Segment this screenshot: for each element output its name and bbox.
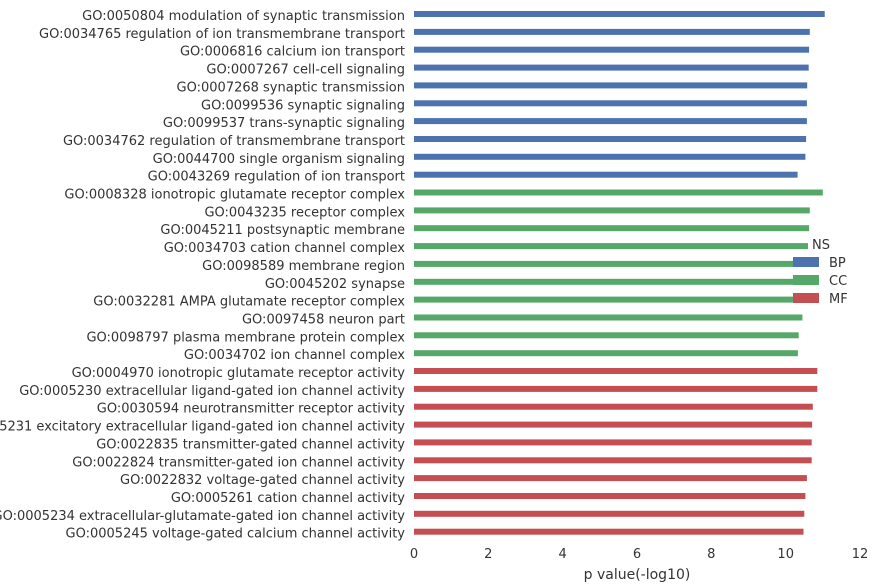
category-label: GO:0098797 plasma membrane protein compl… [86,330,405,345]
category-label: GO:0004970 ionotropic glutamate receptor… [72,366,406,381]
category-label: GO:0005261 cation channel activity [171,491,405,506]
bar [414,100,807,107]
bar [414,493,806,499]
category-label: GO:0030594 neurotransmitter receptor act… [97,402,406,417]
bar [414,350,798,357]
bar [414,528,804,535]
category-label: GO:0097458 neuron part [242,313,405,328]
category-label: GO:0005231 excitatory extracellular liga… [0,420,405,435]
bar [414,278,805,285]
category-label: GO:0007267 cell-cell signaling [206,63,405,78]
x-axis-label: p value(-log10) [584,567,691,583]
legend-label: CC [829,274,847,289]
bar [414,11,825,17]
bar [414,64,809,71]
category-label: GO:0022835 transmitter-gated channel act… [96,437,405,452]
category-label: GO:0034702 ion channel complex [184,348,405,363]
bar [414,118,807,125]
bar [414,225,810,232]
category-labels: GO:0050804 modulation of synaptic transm… [0,9,405,542]
bar [414,46,810,53]
bar [414,82,808,89]
bar [414,243,808,250]
category-label: GO:0050804 modulation of synaptic transm… [82,9,405,24]
bar [414,403,813,410]
bar [414,368,818,374]
legend-swatch [793,275,819,285]
bar [414,439,812,446]
category-label: GO:0006816 calcium ion transport [180,45,405,60]
category-label: GO:0005245 voltage-gated calcium channel… [66,527,406,542]
category-label: GO:0034703 cation channel complex [164,241,406,256]
category-label: GO:0045211 postsynaptic membrane [160,223,405,238]
bar [414,332,799,339]
x-tick-label: 10 [777,547,794,562]
category-label: GO:0099536 synaptic signaling [201,98,405,113]
bar [414,314,803,321]
bar [414,296,804,303]
bars-layer [414,11,825,535]
category-label: GO:0044700 single organism signaling [153,152,405,167]
category-label: GO:0045202 synapse [265,277,405,292]
legend: NS BP CC MF [793,238,848,307]
bar [414,28,810,35]
legend-label: BP [829,256,846,271]
legend-title: NS [812,238,830,253]
category-label: GO:0043235 receptor complex [204,205,405,220]
bar [414,475,807,482]
category-label: GO:0005234 extracellular-glutamate-gated… [0,509,405,524]
category-label: GO:0098589 membrane region [202,259,405,274]
x-tick-label: 2 [484,547,492,562]
category-label: GO:0022832 voltage-gated channel activit… [120,473,405,488]
bar [414,260,808,267]
bar [414,136,807,142]
bar [414,153,806,160]
category-label: GO:0032281 AMPA glutamate receptor compl… [93,295,405,310]
category-label: GO:0008328 ionotropic glutamate receptor… [64,188,405,203]
category-label: GO:0034762 regulation of transmembrane t… [63,134,405,149]
x-tick-label: 0 [410,547,418,562]
legend-swatch [793,293,819,303]
legend-label: MF [829,292,848,307]
category-label: GO:0099537 trans-synaptic signaling [163,116,405,131]
bar [414,207,810,214]
category-label: GO:0005230 extracellular ligand-gated io… [19,384,405,399]
bar [414,457,812,464]
bar [414,510,805,517]
category-label: GO:0034765 regulation of ion transmembra… [39,27,405,42]
x-tick-label: 4 [559,547,567,562]
bar [414,171,798,178]
x-axis-ticks: 0 2 4 6 8 10 12 [410,547,868,562]
category-label: GO:0043269 regulation of ion transport [148,170,405,185]
x-tick-label: 12 [852,547,869,562]
bar [414,385,818,392]
legend-swatch [793,257,819,267]
bar [414,421,813,428]
x-tick-label: 8 [707,547,715,562]
x-tick-label: 6 [633,547,641,562]
category-label: GO:0007268 synaptic transmission [177,80,405,95]
category-label: GO:0022824 transmitter-gated ion channel… [72,455,405,470]
bar [414,189,823,196]
